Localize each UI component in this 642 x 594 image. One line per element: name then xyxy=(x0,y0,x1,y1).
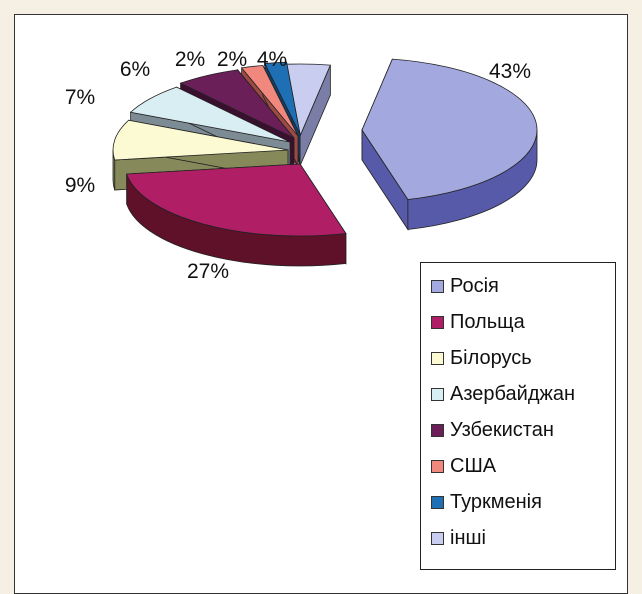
legend-swatch xyxy=(431,279,444,293)
legend-item: інші xyxy=(431,525,486,551)
slice-percent-label: 2% xyxy=(217,48,247,71)
legend-label: Росія xyxy=(450,274,499,297)
slice-percent-label: 2% xyxy=(175,48,205,71)
legend-item: Туркменія xyxy=(431,489,542,515)
slice-percent-label: 7% xyxy=(65,86,95,109)
pie-slice-top xyxy=(361,58,538,200)
pie-slice-top xyxy=(240,65,299,137)
legend-label: інші xyxy=(450,526,486,549)
legend-label: США xyxy=(450,454,497,477)
pie-slice-top xyxy=(112,119,289,161)
legend-item: США xyxy=(431,453,496,479)
slice-percent-label: 6% xyxy=(120,58,150,81)
legend-label: Азербайджан xyxy=(450,382,576,405)
pie-slice-top xyxy=(126,163,347,237)
legend-label: Узбекистан xyxy=(450,418,554,441)
legend-swatch xyxy=(431,459,444,473)
slice-percent-label: 4% xyxy=(257,48,287,71)
pie-slice-top xyxy=(179,69,295,139)
slice-percent-label: 9% xyxy=(65,174,95,197)
pie-slice-top xyxy=(264,61,301,135)
pie-slice-2 xyxy=(126,162,347,267)
legend-item: Азербайджан xyxy=(431,381,575,407)
pie-slice-top xyxy=(129,86,291,143)
legend-item: Білорусь xyxy=(431,345,532,371)
legend: Росія Польща Білорусь Азербайджан Узбекистан… xyxy=(420,262,616,570)
legend-swatch xyxy=(431,351,444,365)
legend-item: Росія xyxy=(431,273,499,299)
legend-item: Польща xyxy=(431,309,525,335)
pie-slice-1 xyxy=(361,58,538,231)
legend-item: Узбекистан xyxy=(431,417,554,443)
legend-label: Туркменія xyxy=(450,490,542,513)
legend-swatch xyxy=(431,315,444,329)
legend-label: Польща xyxy=(450,310,525,333)
legend-swatch xyxy=(431,495,444,509)
slice-percent-label: 43% xyxy=(489,60,531,83)
legend-swatch xyxy=(431,387,444,401)
legend-label: Білорусь xyxy=(450,346,532,369)
legend-swatch xyxy=(431,423,444,437)
slice-percent-label: 27% xyxy=(187,260,229,283)
legend-swatch xyxy=(431,531,444,545)
